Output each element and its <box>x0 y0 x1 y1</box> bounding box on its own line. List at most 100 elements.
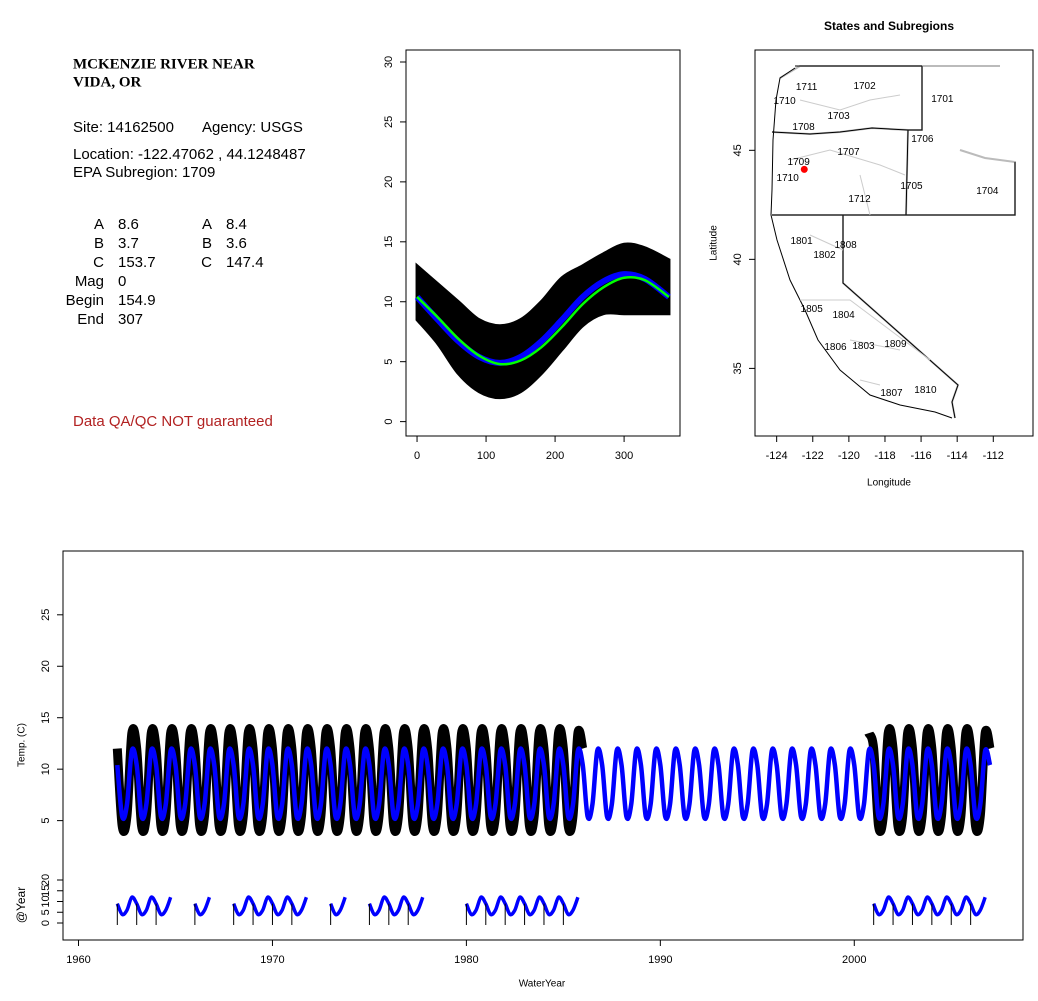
param-label: A <box>94 216 104 233</box>
param-label: B <box>94 235 104 252</box>
disclaimer: Data QA/QC NOT guaranteed <box>73 413 273 430</box>
param-label: Mag <box>75 273 104 290</box>
x-tick-label: -118 <box>874 450 895 462</box>
x-tick-label: -120 <box>838 450 860 462</box>
y-tick-label: 30 <box>383 56 395 68</box>
y-tick-label: 20 <box>40 660 52 672</box>
agency: Agency: USGS <box>202 119 303 136</box>
y-tick-label: 20 <box>383 176 395 188</box>
site-marker <box>800 165 808 173</box>
region-label: 1703 <box>827 111 850 122</box>
param-label: C <box>201 254 212 271</box>
x-tick-label: 100 <box>477 450 495 462</box>
y-tick-label: 45 <box>732 144 744 156</box>
x-tick-label: -116 <box>910 450 931 462</box>
region-label: 1810 <box>914 385 937 396</box>
x-tick-label: 2000 <box>842 954 866 966</box>
y-axis-label: Latitude <box>709 225 720 261</box>
param-value: 8.4 <box>226 216 247 233</box>
site-id: Site: 14162500 <box>73 119 174 136</box>
region-label: 1808 <box>834 240 857 251</box>
x-tick-label: 200 <box>546 450 564 462</box>
param-label: End <box>77 311 104 328</box>
region-label: 1710 <box>777 173 800 184</box>
plot-frame <box>62 550 1024 941</box>
region-label: 1803 <box>852 341 875 352</box>
y-tick-label: 15 <box>40 885 52 897</box>
region-label: 1805 <box>801 304 824 315</box>
region-label: 1708 <box>792 122 815 133</box>
region-label: 1709 <box>788 157 811 168</box>
x-tick-label: 1960 <box>66 954 90 966</box>
x-tick-label: 1970 <box>260 954 284 966</box>
y-tick-label: 15 <box>40 712 52 724</box>
region-label: 1702 <box>853 81 876 92</box>
region-label: 1806 <box>824 342 847 353</box>
y-tick-label: 10 <box>383 296 395 308</box>
plot-frame <box>754 49 1034 437</box>
y-tick-label: 15 <box>383 236 395 248</box>
param-value: 3.7 <box>118 235 139 252</box>
y2-axis-label: @Year <box>14 887 28 923</box>
region-label: 1701 <box>931 94 954 105</box>
y-tick-label: 5 <box>40 909 52 915</box>
fit-line <box>416 275 670 366</box>
param-label: C <box>93 254 104 271</box>
region-label: 1707 <box>837 147 860 158</box>
y-tick-label: 40 <box>732 253 744 265</box>
y-tick-label: 0 <box>40 920 52 926</box>
param-label: B <box>202 235 212 252</box>
y-tick-label: 5 <box>40 818 52 824</box>
station-title: VIDA, OR <box>73 74 142 90</box>
region-label: 1809 <box>884 339 907 350</box>
x-tick-label: -124 <box>766 450 788 462</box>
region-label: 1706 <box>911 134 934 145</box>
region-label: 1705 <box>900 181 923 192</box>
param-label: Begin <box>66 292 104 309</box>
x-axis-label: WaterYear <box>519 979 566 990</box>
y-tick-label: 35 <box>732 362 744 374</box>
x-tick-label: 0 <box>414 450 420 462</box>
param-value: 153.7 <box>118 254 156 271</box>
region-label: 1807 <box>880 388 903 399</box>
x-tick-label: 1990 <box>648 954 672 966</box>
subregion: EPA Subregion: 1709 <box>73 164 215 181</box>
x-tick-label: -114 <box>947 450 968 462</box>
param-value: 8.6 <box>118 216 139 233</box>
y-axis-label: Temp. (C) <box>17 723 28 767</box>
fit-line <box>414 271 671 366</box>
plot-frame <box>405 49 681 437</box>
region-label: 1710 <box>773 96 796 107</box>
series-line <box>115 746 993 822</box>
y-tick-label: 0 <box>383 419 395 425</box>
series-line <box>112 724 995 836</box>
param-value: 307 <box>118 311 143 328</box>
x-tick-label: 300 <box>615 450 633 462</box>
x-tick-label: 1980 <box>454 954 478 966</box>
y-tick-label: 20 <box>40 874 52 886</box>
map-outline <box>770 65 1016 419</box>
param-value: 0 <box>118 273 126 290</box>
y-tick-label: 5 <box>383 359 395 365</box>
y-tick-label: 10 <box>40 895 52 907</box>
location: Location: -122.47062 , 44.1248487 <box>73 146 306 163</box>
y-tick-label: 25 <box>383 116 395 128</box>
series-line <box>115 895 987 917</box>
param-value: 147.4 <box>226 254 264 271</box>
y-tick-label: 10 <box>40 763 52 775</box>
param-value: 3.6 <box>226 235 247 252</box>
param-value: 154.9 <box>118 292 156 309</box>
region-label: 1704 <box>976 186 999 197</box>
region-label: 1802 <box>813 250 836 261</box>
map-title: States and Subregions <box>824 19 954 33</box>
region-label: 1712 <box>848 194 871 205</box>
param-label: A <box>202 216 212 233</box>
station-title: MCKENZIE RIVER NEAR <box>73 56 255 72</box>
x-tick-label: -122 <box>802 450 824 462</box>
y-tick-label: 25 <box>40 609 52 621</box>
